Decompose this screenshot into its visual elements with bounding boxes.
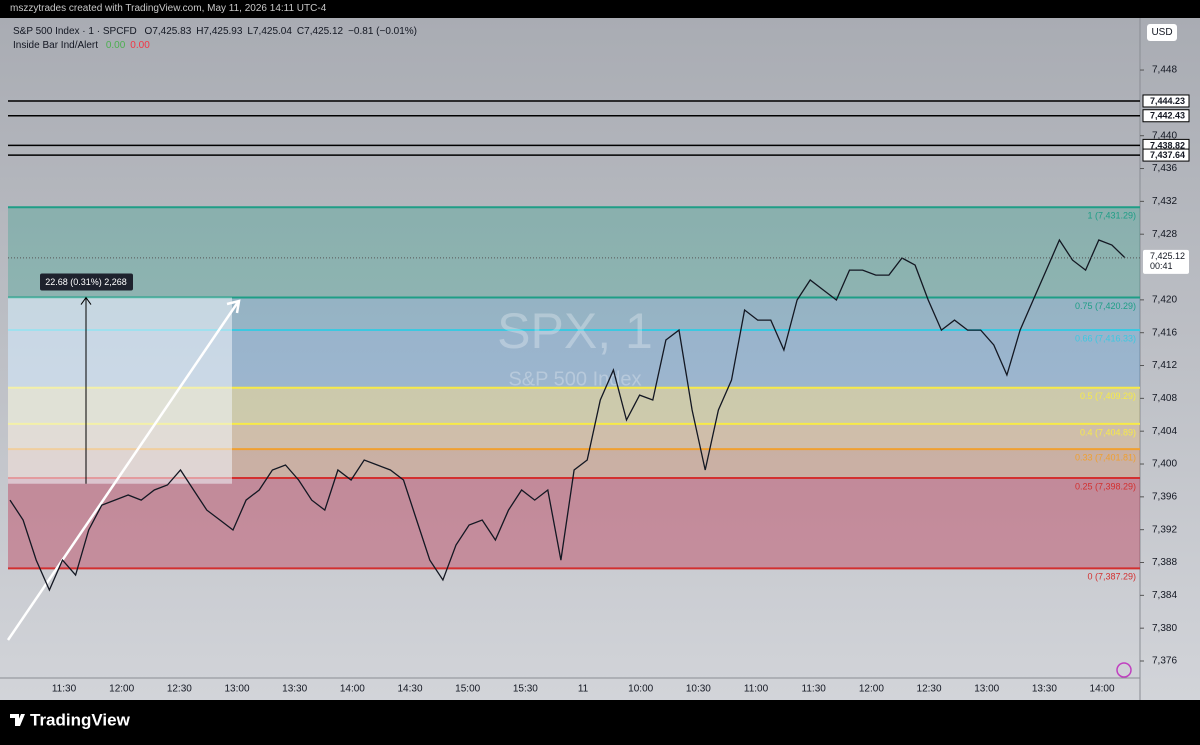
x-tick-label: 14:30 — [398, 684, 423, 695]
price-label: 7,437.64 — [1150, 150, 1185, 160]
indicator-value: 0.00 — [130, 40, 150, 51]
x-tick-label: 12:00 — [109, 684, 134, 695]
y-tick-label: 7,404 — [1152, 426, 1177, 437]
y-tick-label: 7,384 — [1152, 590, 1177, 601]
ohlc: L7,425.04 — [247, 26, 292, 37]
last-price-label: 7,425.12 — [1150, 251, 1185, 261]
alert-icon[interactable] — [1116, 662, 1132, 678]
price-label: 7,438.82 — [1150, 140, 1185, 150]
y-tick-label: 7,392 — [1152, 524, 1177, 535]
price-label-box — [1142, 148, 1190, 162]
x-tick-label: 10:00 — [628, 684, 653, 695]
logo-shape — [10, 714, 25, 726]
footer-bar — [0, 700, 1200, 745]
price-label-box — [1142, 94, 1190, 108]
header-text: mszzytrades created with TradingView.com… — [10, 3, 327, 14]
x-tick-label: 13:30 — [1032, 684, 1057, 695]
y-tick-label: 7,388 — [1152, 557, 1177, 568]
measure-box — [8, 297, 232, 484]
ohlc: O7,425.83 — [144, 26, 192, 37]
y-tick-label: 7,440 — [1152, 130, 1177, 141]
y-tick-label: 7,416 — [1152, 327, 1177, 338]
fib-label: 0.66 (7,416.33) — [1075, 333, 1136, 343]
y-tick-label: 7,408 — [1152, 393, 1177, 404]
x-tick-label: 12:30 — [167, 684, 192, 695]
x-tick-label: 15:30 — [513, 684, 538, 695]
fib-zone — [8, 207, 1140, 298]
indicator-legend: Inside Bar Ind/Alert 0.00 0.00 — [13, 40, 155, 51]
y-tick-label: 7,436 — [1152, 163, 1177, 174]
footer-brand: TradingView — [30, 710, 131, 729]
fib-label: 0.5 (7,409.29) — [1080, 391, 1136, 401]
currency-button[interactable]: USD — [1147, 24, 1177, 41]
trend-arrowhead — [226, 299, 241, 314]
y-tick-label: 7,420 — [1152, 295, 1177, 306]
fib-label: 0.75 (7,420.29) — [1075, 301, 1136, 311]
fib-label: 1 (7,431.29) — [1087, 211, 1136, 221]
measure-label-box — [40, 273, 133, 291]
x-tick-label: 13:30 — [282, 684, 307, 695]
x-tick-label: 10:30 — [686, 684, 711, 695]
x-tick-label: 11:00 — [744, 684, 769, 695]
x-tick-label: 12:00 — [859, 684, 884, 695]
fib-label: 0.25 (7,398.29) — [1075, 481, 1136, 491]
currency: USD — [1151, 27, 1173, 38]
watermark: SPX, 1 — [497, 303, 653, 359]
x-tick-label: 13:00 — [224, 684, 249, 695]
price-line — [9, 238, 1126, 592]
header: mszzytrades created with TradingView.com… — [0, 0, 1200, 18]
price-label-box — [1142, 109, 1190, 123]
watermark: S&P 500 Index — [508, 368, 641, 390]
x-tick-label: 11:30 — [52, 684, 77, 695]
fib-label: 0.4 (7,404.89) — [1080, 427, 1136, 437]
price-label: 7,444.23 — [1150, 96, 1185, 106]
change: −0.81 (−0.01%) — [348, 26, 418, 37]
y-tick-label: 7,448 — [1152, 65, 1177, 76]
x-tick-label: 14:00 — [340, 684, 365, 695]
y-tick-label: 7,432 — [1152, 196, 1177, 207]
last-price-box — [1143, 249, 1189, 274]
x-tick-label: 15:00 — [455, 684, 480, 695]
countdown: 00:41 — [1150, 261, 1173, 271]
x-tick-label: 11:30 — [802, 684, 827, 695]
legend: S&P 500 Index · 1 · SPCFD O7,425.83 H7,42… — [13, 26, 422, 37]
x-tick-label: 13:00 — [974, 684, 999, 695]
fib-label: 0 (7,387.29) — [1087, 572, 1136, 582]
y-tick-label: 7,412 — [1152, 360, 1177, 371]
y-tick-label: 7,396 — [1152, 491, 1177, 502]
y-tick-label: 7,376 — [1152, 656, 1177, 667]
x-tick-label: 11 — [578, 684, 589, 695]
plot: 1 (7,431.29) 0.75 (7,420.29) 0.66 (7,416.3… — [6, 65, 1190, 695]
fib-label: 0.33 (7,401.81) — [1075, 453, 1136, 463]
x-tick-label: 12:30 — [917, 684, 942, 695]
ohlc: H7,425.93 — [196, 26, 243, 37]
x-tick-label: 14:00 — [1090, 684, 1115, 695]
symbol: S&P 500 Index · 1 · SPCFD — [13, 26, 137, 37]
measure-arrowhead — [80, 296, 92, 305]
logo-icon — [10, 714, 25, 726]
ohlc: C7,425.12 — [296, 26, 344, 37]
fib-zone — [8, 478, 1140, 569]
measure-label: 22.68 (0.31%) 2,268 — [45, 277, 127, 287]
indicator-name: Inside Bar Ind/Alert — [13, 40, 99, 51]
price-label: 7,442.43 — [1150, 111, 1185, 121]
indicator-value: 0.00 — [105, 40, 126, 51]
y-tick-label: 7,428 — [1152, 229, 1177, 240]
y-tick-label: 7,380 — [1152, 623, 1177, 634]
y-tick-label: 7,400 — [1152, 459, 1177, 470]
